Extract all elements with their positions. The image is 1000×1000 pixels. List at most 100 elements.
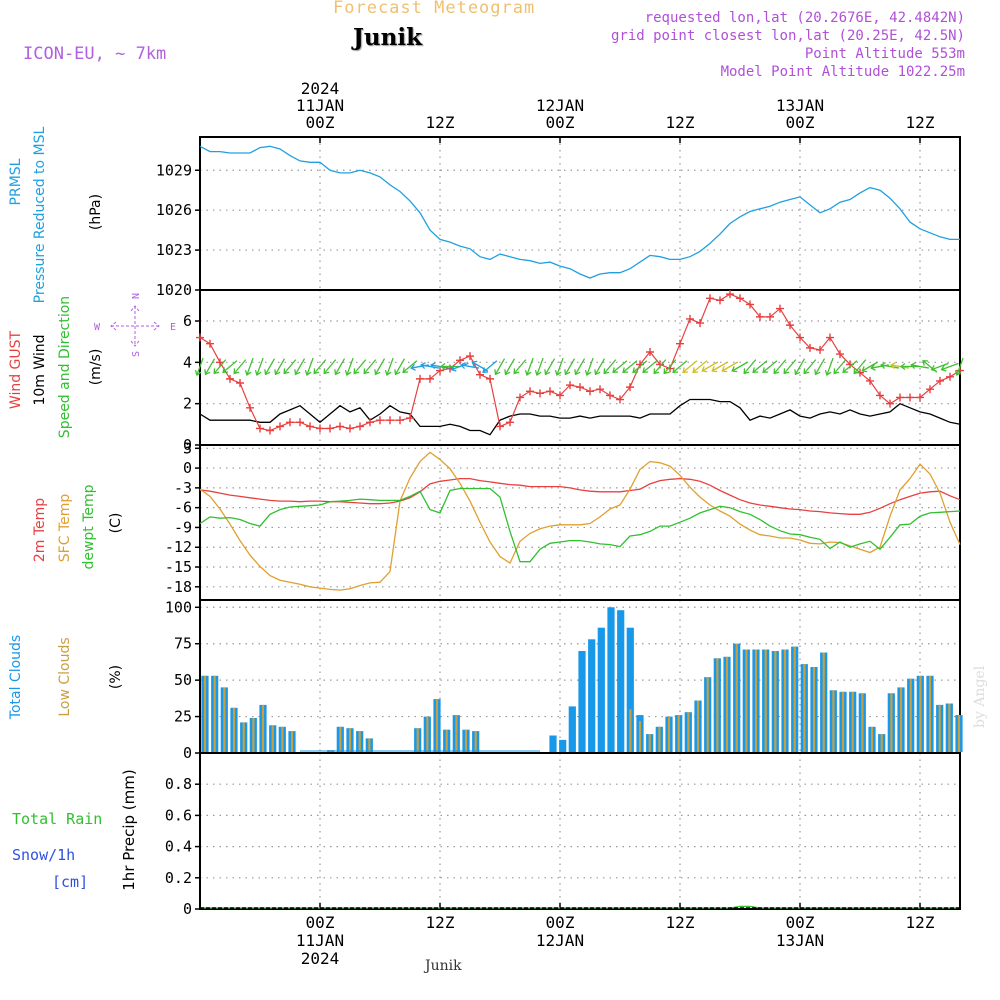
wind-arrow-shaft — [701, 361, 719, 372]
y-tick-label: 0.6 — [165, 806, 192, 824]
wind-arrow-head — [853, 368, 860, 375]
gridpoint-coords: grid point closest lon,lat (20.25E, 42.5… — [610, 28, 965, 44]
wind-gust-marker — [776, 304, 784, 313]
wind-direction-arrow — [603, 359, 617, 375]
wind-arrow-shaft — [544, 358, 556, 375]
wind-arrow-head — [439, 362, 446, 371]
wind-arrow-head — [642, 367, 649, 373]
time-label-bottom: 00Z — [546, 913, 575, 932]
cloud-bar-low — [841, 691, 845, 752]
wind-gust-marker — [946, 372, 954, 381]
cloud-bar-low — [861, 693, 864, 752]
wind-direction-arrow — [731, 361, 749, 373]
precip-legend-rain: Total Rain — [12, 810, 102, 828]
cloud-bar-low — [648, 734, 651, 752]
wind-direction-arrow — [274, 358, 286, 376]
cloud-bar-low — [948, 703, 951, 752]
wind-direction-arrow — [534, 357, 544, 376]
wind-direction-arrow — [204, 358, 216, 376]
wind-arrow-shaft — [353, 359, 367, 374]
point-altitude: Point Altitude 553m — [804, 46, 965, 62]
wind-gust-marker — [196, 333, 204, 342]
wind-direction-arrow — [294, 358, 306, 376]
wind-arrow-head — [890, 362, 896, 370]
wind-arrow-head — [692, 367, 699, 373]
wind-arrow-shaft — [564, 358, 576, 375]
wind-arrow-shaft — [682, 360, 698, 373]
wind-direction-arrow — [682, 360, 698, 373]
wind-arrow-shaft — [861, 361, 879, 372]
wind-direction-arrow — [743, 359, 757, 375]
wind-arrow-head — [701, 366, 708, 373]
time-label-bottom: 12JAN — [536, 931, 584, 950]
wind-arrow-shaft — [711, 361, 729, 372]
wind-direction-arrow — [833, 359, 847, 375]
cloud-bar-total — [588, 639, 596, 752]
wind-gust-marker — [696, 319, 704, 328]
precip-legend-unit: [cm] — [52, 873, 88, 891]
footer-location: Junik — [425, 958, 462, 974]
requested-coords: requested lon,lat (20.2676E, 42.4842N) — [644, 10, 965, 26]
wind-gust-marker — [726, 290, 734, 299]
cloud-bar-low — [629, 709, 632, 752]
wind-gust-marker — [816, 345, 824, 354]
cloud-bar-low — [928, 675, 932, 752]
y-tick-label: -6 — [174, 499, 192, 517]
wind-arrow-head — [612, 367, 619, 373]
wind-arrow-shaft — [642, 360, 658, 373]
wind-direction-arrow — [420, 362, 439, 370]
wind-gust-marker — [806, 343, 814, 352]
wind-gust-marker — [876, 391, 884, 400]
wind-arrow-head — [940, 365, 947, 372]
wind-gust-marker — [686, 314, 694, 323]
cloud-bar-low — [716, 658, 719, 752]
wind-arrow-head — [833, 368, 840, 375]
cloud-bar-low — [426, 716, 429, 752]
wind-arrow-head — [353, 368, 360, 375]
wind-gust-marker — [706, 294, 714, 303]
y-tick-label: 1020 — [156, 281, 192, 299]
wind-arrow-head — [743, 368, 750, 375]
cloud-bar-low — [368, 738, 371, 752]
time-label-bottom: 12Z — [666, 913, 695, 932]
cloud-bar-low — [677, 715, 680, 752]
wind-gust-marker — [286, 418, 294, 427]
wind-direction-arrow — [899, 362, 919, 371]
wind-label-speed-dir: Speed and Direction — [57, 296, 73, 438]
wind-arrow-head — [244, 369, 252, 376]
cloud-bar-low — [774, 651, 777, 752]
wind-direction-arrow — [450, 362, 469, 372]
cloud-bar-low — [213, 675, 216, 752]
wind-direction-arrow — [353, 359, 367, 375]
wind-arrow-shaft — [233, 359, 247, 374]
pressure-unit: (hPa) — [88, 194, 104, 230]
wind-arrow-head — [794, 369, 801, 376]
wind-arrow-shaft — [323, 359, 337, 374]
wind-arrow-shaft — [783, 359, 797, 374]
wind-arrow-shaft — [274, 358, 286, 375]
wind-arrow-head — [304, 369, 312, 376]
y-tick-label: 100 — [165, 598, 192, 616]
cloud-bar-low — [880, 734, 883, 752]
wind-arrow-shaft — [941, 362, 959, 371]
cloud-bar-low — [252, 718, 255, 752]
wind-direction-arrow — [254, 357, 264, 376]
y-tick-label: -9 — [174, 518, 192, 536]
wind-arrow-head — [632, 367, 639, 373]
wind-direction-arrow — [910, 362, 929, 370]
cloud-bar-total — [617, 610, 625, 752]
wind-direction-arrow — [283, 359, 297, 375]
cloud-bar-low — [783, 649, 787, 752]
wind-arrow-shaft — [394, 358, 406, 375]
cloud-bar-low — [667, 716, 671, 752]
wind-direction-arrow — [344, 357, 354, 376]
wind-direction-arrow — [564, 358, 576, 376]
wind-arrow-shaft — [721, 361, 739, 372]
wind-arrow-shaft — [363, 359, 377, 374]
wind-arrow-shaft — [632, 360, 648, 373]
wind-arrow-head — [584, 369, 592, 376]
wind-gust-marker — [236, 379, 244, 387]
cloud-bar-low — [938, 704, 941, 752]
time-label-top: 00Z — [546, 113, 575, 132]
time-label-top: 13JAN — [776, 96, 824, 115]
